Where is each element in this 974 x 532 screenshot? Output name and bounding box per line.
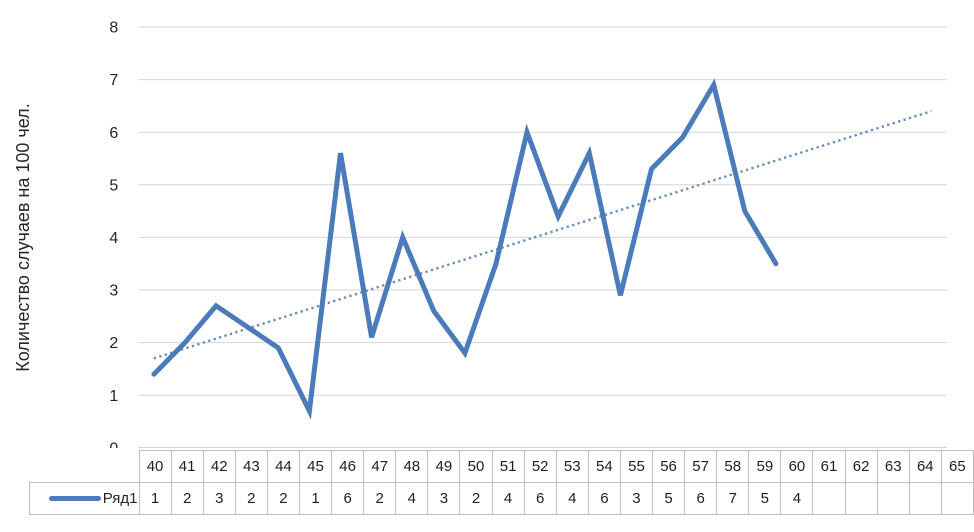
x-category-cell: 46 bbox=[331, 450, 365, 483]
series-value-cell: 2 bbox=[363, 482, 397, 515]
series-line bbox=[151, 78, 779, 420]
series-value-cell: 2 bbox=[459, 482, 493, 515]
x-category-cell: 54 bbox=[587, 450, 621, 483]
series-value-cell: 4 bbox=[780, 482, 814, 515]
series-value-cell bbox=[876, 482, 910, 515]
legend-cell: Ряд1 bbox=[29, 482, 140, 515]
x-category-cell: 47 bbox=[363, 450, 397, 483]
series-value-cell: 6 bbox=[523, 482, 557, 515]
chart-plot-area: 0 1 2 3 4 5 6 7 8 bbox=[109, 20, 947, 448]
x-category-cell: 44 bbox=[266, 450, 300, 483]
x-category-cell: 65 bbox=[940, 450, 974, 483]
y-tick-label: 2 bbox=[109, 335, 118, 352]
series-value-cell: 4 bbox=[395, 482, 429, 515]
trendline bbox=[153, 110, 932, 360]
series-value-cell: 4 bbox=[555, 482, 589, 515]
series-value-cell: 4 bbox=[491, 482, 525, 515]
x-category-cell: 50 bbox=[459, 450, 493, 483]
series-value-cell: 7 bbox=[716, 482, 750, 515]
series-value-cell bbox=[908, 482, 942, 515]
series-value-cell: 5 bbox=[748, 482, 782, 515]
series-value-cell: 6 bbox=[684, 482, 718, 515]
y-tick-label: 3 bbox=[109, 283, 118, 300]
x-category-cell: 61 bbox=[812, 450, 846, 483]
x-category-cell: 42 bbox=[202, 450, 236, 483]
chart-data-table: 40 41 42 43 44 45 46 47 48 49 50 51 52 53 54 55 56 57 58 59… bbox=[29, 450, 974, 515]
series-value-cell: 3 bbox=[202, 482, 236, 515]
x-category-cell: 49 bbox=[427, 450, 461, 483]
series-value-cell: 5 bbox=[651, 482, 686, 515]
x-category-cell: 51 bbox=[491, 450, 525, 483]
series-legend-label: Ряд1 bbox=[102, 490, 138, 507]
series-value-cell: 2 bbox=[234, 482, 268, 515]
table-corner-blank bbox=[30, 451, 140, 483]
series-value-cell bbox=[812, 482, 846, 515]
series-value-cell: 2 bbox=[266, 482, 300, 515]
series-value-row: Ряд1 1 2 3 2 2 1 6 2 4 3 2 4 6 4 6 3 5 6 7 5 4 bbox=[29, 482, 974, 515]
x-category-cell: 52 bbox=[523, 450, 557, 483]
x-category-cell: 62 bbox=[844, 450, 878, 483]
x-category-cell: 59 bbox=[748, 450, 782, 483]
y-tick-label: 0 bbox=[109, 440, 118, 448]
series-value-cell bbox=[844, 482, 878, 515]
y-tick-label: 5 bbox=[109, 177, 118, 194]
x-category-cell: 40 bbox=[138, 450, 172, 483]
y-tick-label: 8 bbox=[109, 20, 118, 37]
x-category-cell: 55 bbox=[619, 450, 654, 483]
x-category-cell: 45 bbox=[298, 450, 333, 483]
series-line-marker-icon bbox=[48, 496, 101, 501]
series-value-cell: 3 bbox=[619, 482, 654, 515]
x-category-cell: 48 bbox=[395, 450, 429, 483]
x-category-cell: 60 bbox=[780, 450, 814, 483]
x-category-cell: 53 bbox=[555, 450, 589, 483]
series-value-cell: 1 bbox=[138, 482, 172, 515]
y-tick-label: 6 bbox=[109, 125, 118, 142]
series-value-cell bbox=[940, 482, 974, 515]
x-category-cell: 63 bbox=[876, 450, 910, 483]
series-value-cell: 1 bbox=[298, 482, 333, 515]
x-category-cell: 56 bbox=[651, 450, 686, 483]
y-tick-label: 4 bbox=[109, 230, 118, 247]
x-category-cell: 64 bbox=[908, 450, 942, 483]
x-category-cell: 57 bbox=[684, 450, 718, 483]
series-value-cell: 6 bbox=[587, 482, 621, 515]
series-value-cell: 3 bbox=[427, 482, 461, 515]
x-category-cell: 43 bbox=[234, 450, 268, 483]
series-value-cell: 6 bbox=[331, 482, 365, 515]
category-row: 40 41 42 43 44 45 46 47 48 49 50 51 52 53 54 55 56 57 58 59… bbox=[30, 450, 974, 483]
series-value-cell: 2 bbox=[170, 482, 204, 515]
x-category-cell: 58 bbox=[716, 450, 750, 483]
y-tick-label: 1 bbox=[109, 388, 118, 405]
y-tick-label: 7 bbox=[109, 72, 118, 89]
x-category-cell: 41 bbox=[170, 450, 204, 483]
